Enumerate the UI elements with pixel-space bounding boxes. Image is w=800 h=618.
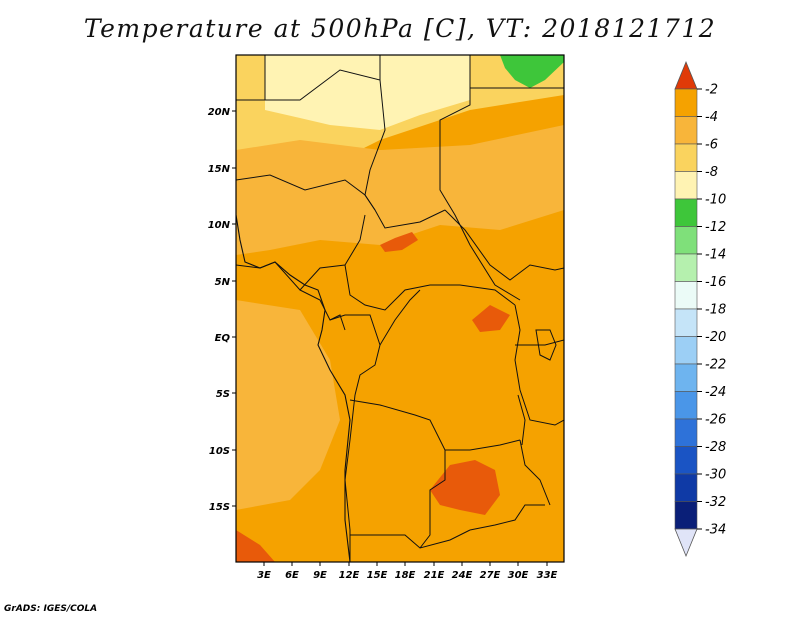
lon-tick-label: 27E xyxy=(480,570,501,581)
colorbar-box xyxy=(674,363,698,392)
colorbar-label: -34 xyxy=(705,523,726,538)
colorbar-box xyxy=(674,143,698,172)
colorbar-box xyxy=(674,501,698,530)
colorbar-box xyxy=(674,308,698,337)
lat-tick-labels: 20N 15N 10N 5N EQ 5S 10S 15S xyxy=(208,107,231,513)
colorbar-label: -10 xyxy=(705,193,726,208)
lon-tick-label: 21E xyxy=(424,570,445,581)
colorbar-top-arrow xyxy=(674,60,698,90)
field-warm-patch-1 xyxy=(380,232,418,252)
colorbar-label: -16 xyxy=(705,275,726,290)
colorbar-box xyxy=(674,336,698,365)
field-warm-patch-2 xyxy=(472,305,510,332)
colorbar-label: -20 xyxy=(705,330,726,345)
lon-tick-label: 9E xyxy=(313,570,327,581)
colorbar-boxes xyxy=(674,88,698,530)
field-northwest-tint xyxy=(236,125,564,255)
colorbar-box xyxy=(674,116,698,145)
field-warm-sw-corner xyxy=(236,530,275,562)
colorbar-label: -30 xyxy=(705,468,726,483)
colorbar-box xyxy=(674,391,698,420)
lat-tick-label: EQ xyxy=(215,333,231,344)
colorbar-label: -12 xyxy=(705,220,726,235)
colorbar-label: -8 xyxy=(705,165,718,180)
lat-tick-label: 10N xyxy=(208,220,231,231)
lat-tick-label: 20N xyxy=(208,107,231,118)
colorbar-box xyxy=(674,253,698,282)
map-border-ticks xyxy=(232,110,548,566)
lat-tick-label: 5N xyxy=(215,277,231,288)
lat-tick-label: 5S xyxy=(216,389,230,400)
field-west-tint xyxy=(236,300,340,510)
colorbar-box xyxy=(674,88,698,117)
map-title: Temperature at 500hPa [C], VT: 201812171… xyxy=(83,14,717,43)
temperature-field xyxy=(236,55,564,562)
colorbar-label: -22 xyxy=(705,358,726,373)
lon-tick-label: 30E xyxy=(508,570,529,581)
colorbar-label: -28 xyxy=(705,440,726,455)
lat-tick-label: 15N xyxy=(208,164,231,175)
lat-tick-label: 10S xyxy=(209,446,230,457)
colorbar-box xyxy=(674,171,698,200)
colorbar-box xyxy=(674,446,698,475)
coastline xyxy=(236,214,351,562)
grads-credit: GrADS: IGES/COLA xyxy=(4,604,98,614)
map-frame xyxy=(235,54,565,563)
lon-tick-labels: 3E 6E 9E 12E 15E 18E 21E 24E 27E 30E 33E xyxy=(257,570,557,581)
lat-tick-label: 15S xyxy=(209,502,230,513)
lon-tick-label: 15E xyxy=(367,570,388,581)
colorbar-box xyxy=(674,281,698,310)
colorbar-box xyxy=(674,418,698,447)
colorbar: -2 -4 -6 -8 -10 -12 -14 -16 -18 -20 -22 -24 -26 -28 -3… xyxy=(674,60,726,558)
lon-tick-label: 12E xyxy=(339,570,360,581)
colorbar-label: -2 xyxy=(705,83,718,98)
field-green-patch xyxy=(500,55,564,88)
lon-tick-label: 24E xyxy=(452,570,473,581)
lon-tick-label: 3E xyxy=(257,570,271,581)
colorbar-label: -26 xyxy=(705,413,726,428)
colorbar-label: -24 xyxy=(705,385,726,400)
lon-tick-label: 6E xyxy=(285,570,299,581)
field-warm-patch-3 xyxy=(430,460,500,515)
country-borders xyxy=(236,55,564,562)
colorbar-label: -6 xyxy=(705,138,718,153)
colorbar-label: -4 xyxy=(705,110,718,125)
colorbar-labels: -2 -4 -6 -8 -10 -12 -14 -16 -18 -20 -22 -24 -26 -28 -3… xyxy=(697,83,726,538)
colorbar-box xyxy=(674,473,698,502)
lon-tick-label: 18E xyxy=(395,570,416,581)
colorbar-label: -14 xyxy=(705,248,726,263)
colorbar-box xyxy=(674,198,698,227)
lon-tick-label: 33E xyxy=(537,570,558,581)
field-cool-north xyxy=(265,55,470,130)
colorbar-bottom-arrow xyxy=(674,528,698,558)
colorbar-box xyxy=(674,226,698,255)
colorbar-label: -32 xyxy=(705,495,726,510)
colorbar-label: -18 xyxy=(705,303,726,318)
